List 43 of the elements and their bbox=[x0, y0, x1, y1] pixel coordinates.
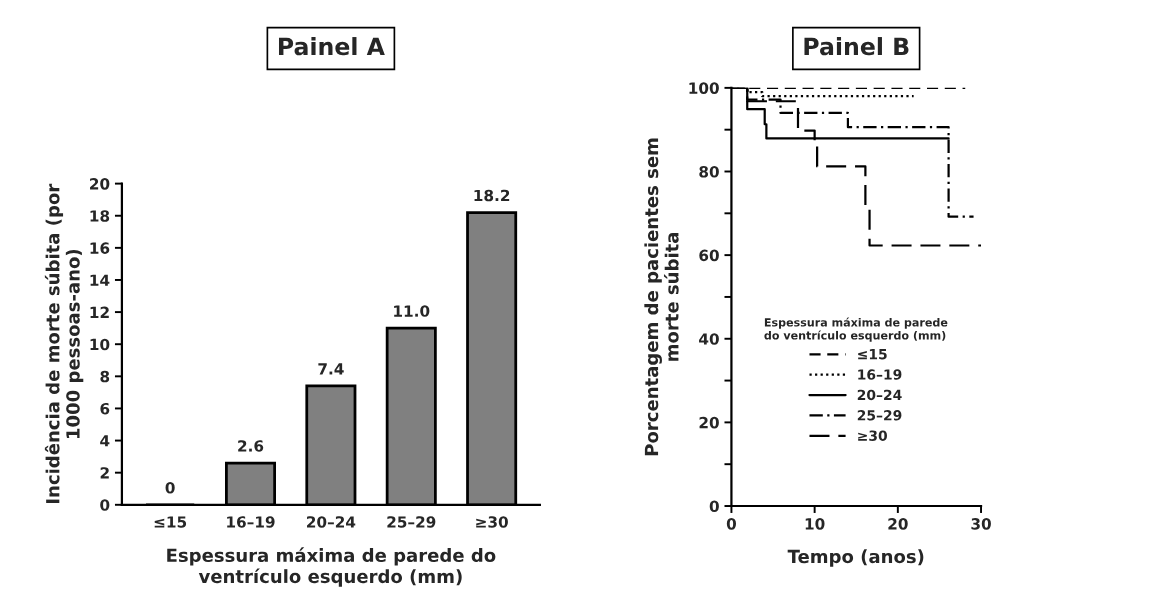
x-tick-label: 0 bbox=[726, 518, 737, 530]
x-axis-title: Espessura máxima de parede do ventrículo esquerdo (mm) bbox=[167, 547, 496, 587]
y-tick-label: 80 bbox=[699, 165, 719, 178]
y-tick-label: 14 bbox=[90, 274, 110, 286]
x-tick-label: ≤15 bbox=[154, 516, 187, 528]
chart-title: Painel B bbox=[804, 37, 909, 56]
x-tick-label: 10 bbox=[805, 518, 825, 530]
legend-label: 25–29 bbox=[857, 410, 902, 421]
y-tick-label: 8 bbox=[100, 370, 110, 383]
y-tick-label: 16 bbox=[90, 242, 110, 254]
data-label: 11.0 bbox=[394, 305, 430, 317]
y-tick-label: 20 bbox=[90, 178, 110, 190]
x-tick-label: 25–29 bbox=[387, 516, 436, 528]
y-axis-title: Porcentagem de pacientes sem morte súbita bbox=[644, 138, 679, 456]
data-label: 7.4 bbox=[318, 363, 344, 375]
y-tick-label: 18 bbox=[90, 210, 110, 222]
y-tick-label: 0 bbox=[100, 499, 110, 511]
y-tick-label: 100 bbox=[689, 82, 719, 94]
y-tick-label: 12 bbox=[90, 306, 109, 318]
y-tick-label: 40 bbox=[699, 333, 719, 345]
x-tick-label: 20 bbox=[888, 518, 908, 530]
x-tick-label: 16–19 bbox=[227, 516, 275, 528]
chart-title: Painel A bbox=[278, 37, 385, 56]
y-tick-label: 4 bbox=[100, 435, 110, 447]
x-tick-label: 20–24 bbox=[307, 516, 356, 528]
x-tick-label: 30 bbox=[971, 518, 991, 530]
legend-label: ≥30 bbox=[858, 430, 887, 441]
legend-label: 20–24 bbox=[857, 389, 902, 401]
x-axis-title: Tempo (anos) bbox=[787, 549, 924, 567]
data-label: 2.6 bbox=[238, 440, 264, 452]
legend-label: ≤15 bbox=[858, 349, 887, 360]
y-tick-label: 2 bbox=[100, 467, 109, 479]
y-tick-label: 0 bbox=[709, 500, 719, 513]
y-axis-title: Incidência de morte súbita (por 1000 pessoas-ano) bbox=[44, 183, 84, 503]
y-tick-label: 60 bbox=[699, 249, 719, 262]
y-tick-label: 20 bbox=[699, 416, 719, 429]
data-label: 18.2 bbox=[474, 189, 510, 202]
x-tick-label: ≥30 bbox=[476, 516, 508, 528]
y-tick-label: 6 bbox=[100, 402, 110, 415]
data-label: 0 bbox=[165, 481, 175, 494]
legend-label: 16–19 bbox=[858, 369, 902, 380]
legend-title: Espessura máxima de parede do ventrículo esquerdo (mm) bbox=[764, 317, 948, 342]
y-tick-label: 10 bbox=[90, 338, 110, 351]
